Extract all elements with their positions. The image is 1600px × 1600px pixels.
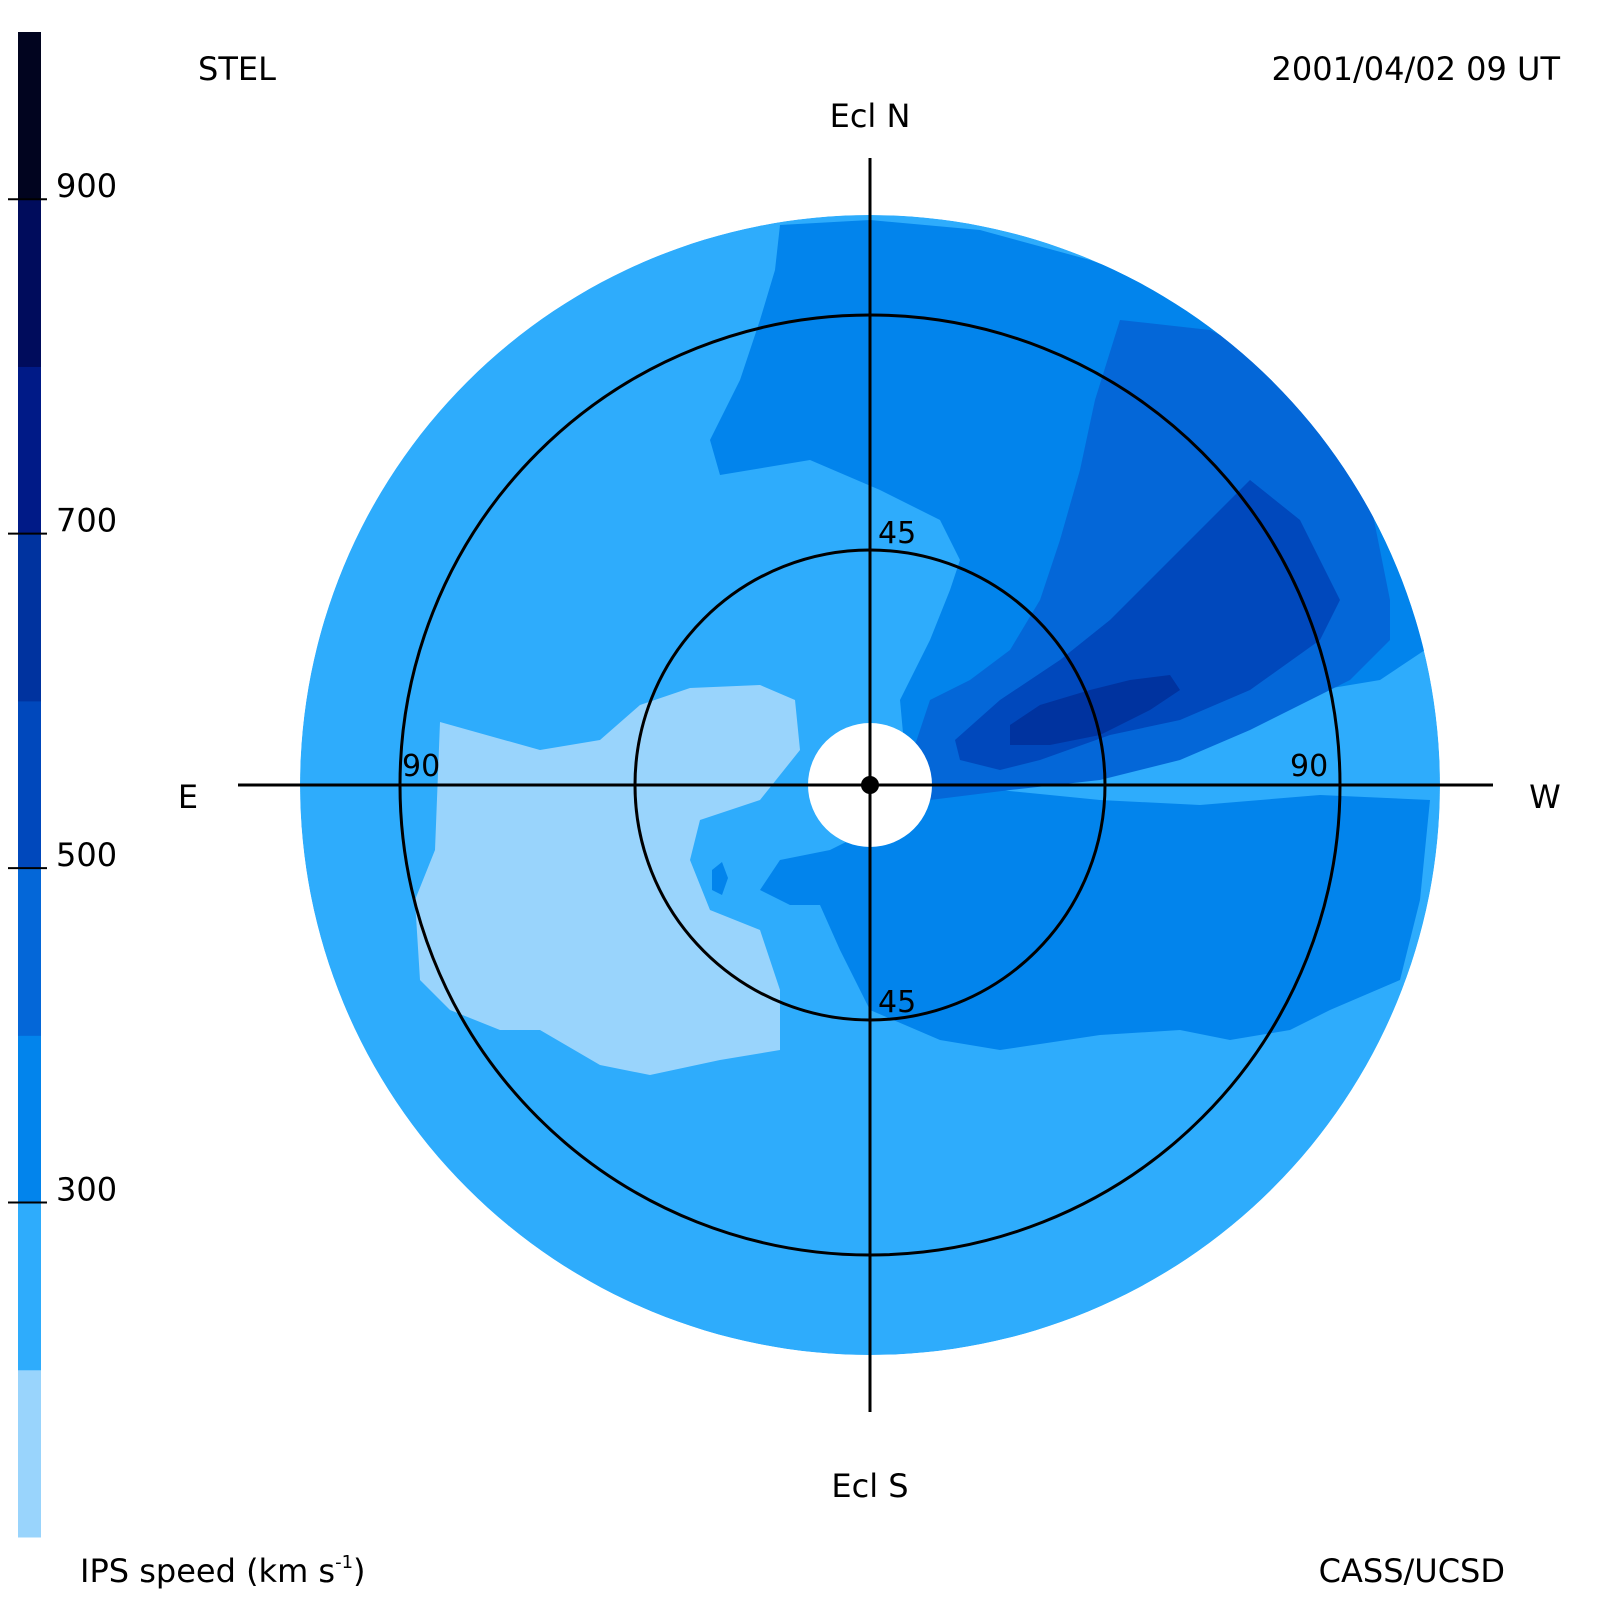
colorbar-label: IPS speed (km s-1) (80, 1552, 366, 1590)
colorbar (18, 32, 41, 1538)
colorbar-tick-label-3: 900 (56, 167, 117, 205)
direction-label-south: Ecl S (831, 1467, 908, 1505)
ring-90-label-east: 90 (402, 749, 440, 784)
colorbar-level-8 (18, 32, 41, 200)
ring-45-label-top: 45 (878, 516, 916, 551)
credit-label: CASS/UCSD (1319, 1552, 1505, 1590)
colorbar-level-4 (18, 700, 41, 869)
direction-label-north: Ecl N (830, 97, 911, 135)
slow-region-east (415, 685, 800, 1075)
direction-label-west: W (1529, 778, 1561, 816)
fastest-core-west (1010, 675, 1180, 745)
colorbar-level-2 (18, 1035, 41, 1204)
colorbar-tick-label-2: 700 (56, 502, 117, 540)
moderate-blob-east (712, 862, 728, 895)
colorbar-level-1 (18, 1202, 41, 1371)
colorbar-ticks: 300 500 700 900 (8, 167, 117, 1209)
moderate-region-south-west (760, 790, 1430, 1050)
colorbar-level-6 (18, 366, 41, 535)
ring-45-label-bottom: 45 (878, 985, 916, 1020)
ring-90-label-west: 90 (1290, 749, 1328, 784)
timestamp-label: 2001/04/02 09 UT (1272, 50, 1561, 88)
direction-label-east: E (178, 778, 198, 816)
colorbar-tick-label-0: 300 (56, 1171, 117, 1209)
observatory-label: STEL (198, 50, 276, 88)
colorbar-tick-label-1: 500 (56, 836, 117, 874)
ring-45 (633, 548, 1107, 1022)
colorbar-level-0 (18, 1369, 41, 1538)
colorbar-level-3 (18, 868, 41, 1036)
colorbar-level-5 (18, 533, 41, 702)
ring-90 (398, 313, 1342, 1257)
fast-core-west (955, 480, 1340, 770)
colorbar-level-7 (18, 199, 41, 367)
